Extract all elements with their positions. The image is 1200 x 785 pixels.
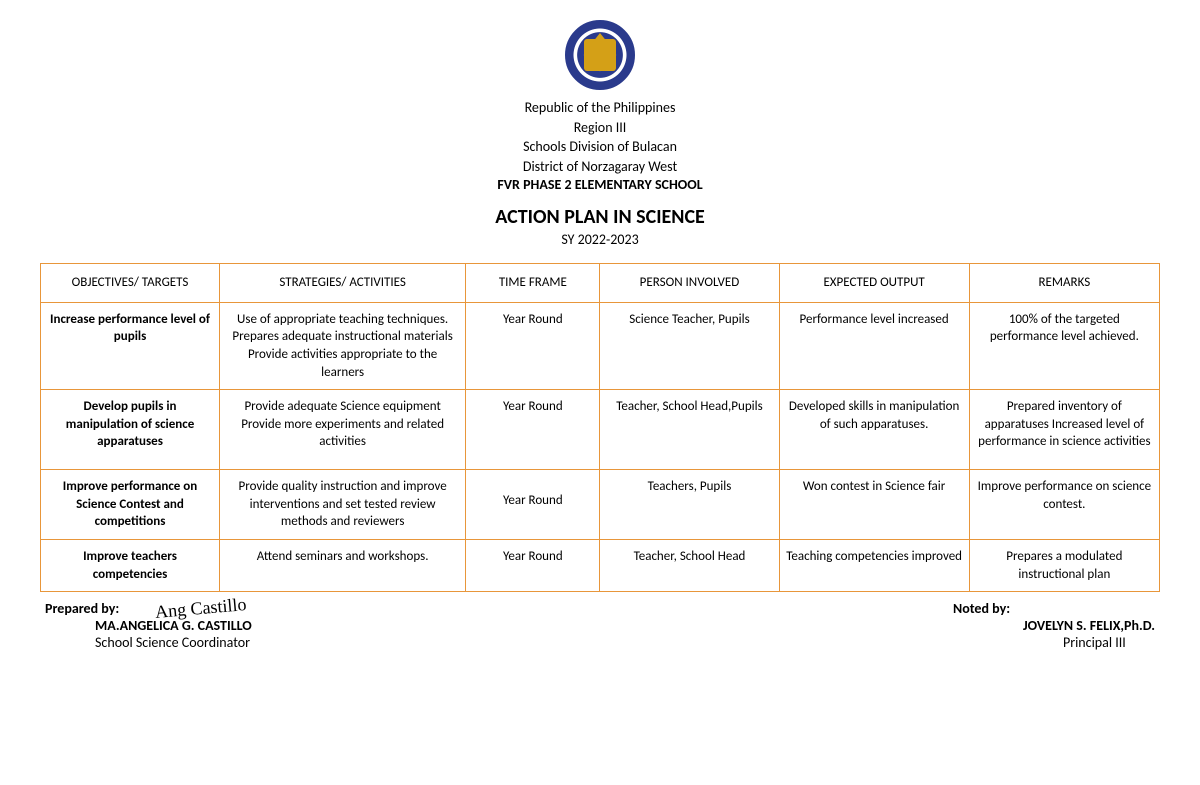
cell-output: Won contest in Science fair — [779, 470, 969, 540]
cell-strategy: Provide adequate Science equipment Provi… — [220, 390, 466, 470]
prepared-by-block: Prepared by: Ang Castillo MA.ANGELICA G.… — [45, 600, 252, 651]
cell-remarks: Prepared inventory of apparatuses Increa… — [969, 390, 1159, 470]
prepared-title: School Science Coordinator — [95, 634, 252, 651]
cell-strategy: Provide quality instruction and improve … — [220, 470, 466, 540]
cell-objective: Improve teachers competencies — [41, 540, 220, 592]
noted-by-block: Noted by: JOVELYN S. FELIX,Ph.D. Princip… — [953, 600, 1155, 651]
cell-objective: Improve performance on Science Contest a… — [41, 470, 220, 540]
cell-person: Teachers, Pupils — [600, 470, 779, 540]
col-header-output: EXPECTED OUTPUT — [779, 264, 969, 303]
col-header-strategies: STRATEGIES/ ACTIVITIES — [220, 264, 466, 303]
cell-objective: Increase performance level of pupils — [41, 302, 220, 389]
cell-objective: Develop pupils in manipulation of scienc… — [41, 390, 220, 470]
cell-remarks: 100% of the targeted performance level a… — [969, 302, 1159, 389]
table-row: Increase performance level of pupils Use… — [41, 302, 1160, 389]
signatures-section: Prepared by: Ang Castillo MA.ANGELICA G.… — [40, 600, 1160, 651]
cell-output: Developed skills in manipulation of such… — [779, 390, 969, 470]
noted-name: JOVELYN S. FELIX,Ph.D. — [1023, 617, 1155, 634]
cell-time: Year Round — [466, 302, 600, 389]
cell-time: Year Round — [466, 470, 600, 540]
header-division: Schools Division of Bulacan — [40, 137, 1160, 157]
action-plan-table: OBJECTIVES/ TARGETS STRATEGIES/ ACTIVITI… — [40, 263, 1160, 592]
header-district: District of Norzagaray West — [40, 157, 1160, 177]
document-title: ACTION PLAN IN SCIENCE — [40, 205, 1160, 229]
cell-remarks: Prepares a modulated instructional plan — [969, 540, 1159, 592]
cell-person: Teacher, School Head,Pupils — [600, 390, 779, 470]
table-row: Develop pupils in manipulation of scienc… — [41, 390, 1160, 470]
noted-label: Noted by: — [953, 600, 1155, 617]
col-header-person: PERSON INVOLVED — [600, 264, 779, 303]
table-header-row: OBJECTIVES/ TARGETS STRATEGIES/ ACTIVITI… — [41, 264, 1160, 303]
cell-time: Year Round — [466, 540, 600, 592]
cell-strategy: Use of appropriate teaching techniques. … — [220, 302, 466, 389]
cell-person: Science Teacher, Pupils — [600, 302, 779, 389]
table-row: Improve teachers competencies Attend sem… — [41, 540, 1160, 592]
col-header-remarks: REMARKS — [969, 264, 1159, 303]
cell-output: Performance level increased — [779, 302, 969, 389]
table-row: Improve performance on Science Contest a… — [41, 470, 1160, 540]
cell-time: Year Round — [466, 390, 600, 470]
cell-output: Teaching competencies improved — [779, 540, 969, 592]
document-subtitle: SY 2022-2023 — [40, 231, 1160, 248]
col-header-timeframe: TIME FRAME — [466, 264, 600, 303]
header-republic: Republic of the Philippines — [40, 98, 1160, 118]
col-header-objectives: OBJECTIVES/ TARGETS — [41, 264, 220, 303]
deped-seal-icon — [565, 20, 635, 90]
noted-title: Principal III — [1063, 634, 1155, 651]
document-header: Republic of the Philippines Region III S… — [40, 20, 1160, 248]
cell-person: Teacher, School Head — [600, 540, 779, 592]
header-school: FVR PHASE 2 ELEMENTARY SCHOOL — [40, 176, 1160, 193]
cell-strategy: Attend seminars and workshops. — [220, 540, 466, 592]
cell-remarks: Improve performance on science contest. — [969, 470, 1159, 540]
header-region: Region III — [40, 118, 1160, 138]
